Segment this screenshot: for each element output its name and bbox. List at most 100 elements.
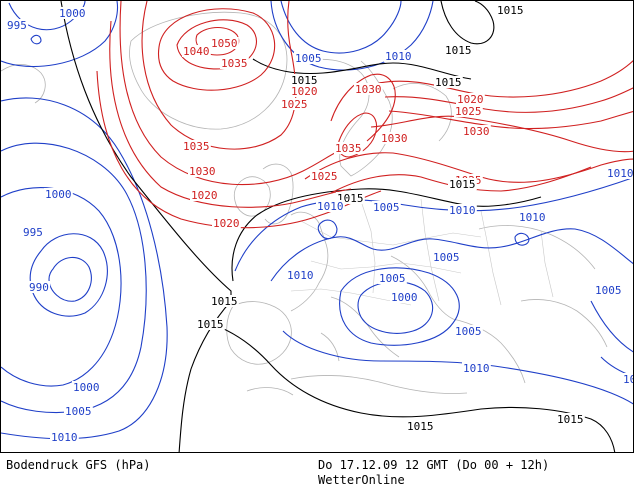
isobar-label-text: 1000 — [391, 291, 418, 304]
isobar-label-text: 1015 — [435, 76, 462, 89]
isobar-label-bg — [406, 420, 435, 432]
isobar-label-bg — [286, 269, 315, 281]
isobar-label-bg — [594, 284, 623, 296]
isobar-label-text: 1015 — [211, 295, 238, 308]
isobar-label-text: 1015 — [557, 413, 584, 426]
isobar-label-text: 1000 — [59, 7, 86, 20]
isobar-label: 1025 — [454, 105, 483, 118]
isobar-label-text: 1035 — [335, 142, 362, 155]
isobar-label-text: 1035 — [221, 57, 248, 70]
isobar-label-text: 1010 — [449, 204, 476, 217]
isobar-label-text: 1010 — [607, 167, 634, 180]
isobar-label-bg — [518, 211, 547, 223]
isobar-label-bg — [448, 204, 477, 216]
isobar-label-bg — [462, 362, 491, 374]
isobar-label: 1015 — [556, 413, 585, 426]
isobar-label: 1035 — [182, 140, 211, 153]
isobar-label-text: 1000 — [45, 188, 72, 201]
isobar-label-bg — [310, 170, 339, 182]
isobars-mid — [60, 1, 616, 452]
isobar-label-text: 1020 — [213, 217, 240, 230]
isobar-label-bg — [196, 318, 225, 330]
isobar-label-bg — [6, 19, 29, 31]
isobar-label: 1000 — [72, 381, 101, 394]
isobar-label-text: 1015 — [445, 44, 472, 57]
isobar-label-text: 1005 — [379, 272, 406, 285]
isobar-label: 1035 — [220, 57, 249, 70]
isobar-label-text: 1015 — [449, 178, 476, 191]
isobar-label: 1015 — [406, 420, 435, 433]
isobar-label: 1020 — [190, 189, 219, 202]
isobar-label-bg — [378, 272, 407, 284]
isobar-label-bg — [316, 200, 345, 212]
isobar-label-text: 1005 — [295, 52, 322, 65]
isobar-label-text: 1025 — [455, 105, 482, 118]
isobar-label-text: 1040 — [183, 45, 210, 58]
isobar-label-bg — [44, 188, 73, 200]
isobar-label: 1010 — [606, 167, 634, 180]
isobar-label: 1050 — [210, 37, 239, 50]
isobar-label: 1015 — [210, 295, 239, 308]
isobar-label: 1030 — [380, 132, 409, 145]
isobar-label-bg — [606, 167, 633, 179]
isobar-label: 1015 — [496, 4, 525, 17]
isobar-label: 1010 — [462, 362, 491, 375]
isobar-label-bg — [432, 251, 461, 263]
isobar-label-bg — [462, 125, 491, 137]
isobar-label-text: 1005 — [65, 405, 92, 418]
isobar-label: 1005 — [372, 201, 401, 214]
isobar-label-bg — [444, 44, 473, 56]
isobar-label-text: 1015 — [291, 74, 318, 87]
isobar-label-bg — [280, 98, 309, 110]
isobar-label-bg — [448, 178, 477, 190]
isobar-label-text: 1010 — [287, 269, 314, 282]
isobar-label-text: 1010 — [317, 200, 344, 213]
isobar-label-text: 1025 — [281, 98, 308, 111]
isobar-label: 1025 — [310, 170, 339, 183]
isobar-label-bg — [210, 295, 239, 307]
isobar-label-text: 1015 — [197, 318, 224, 331]
isobar-label-bg — [64, 405, 93, 417]
isobar-label-text: 995 — [23, 226, 43, 239]
isobar-label-bg — [354, 83, 383, 95]
isobar-label-text: 1030 — [463, 125, 490, 138]
isobar-label: 1005 — [454, 325, 483, 338]
isobar-label-bg — [390, 291, 419, 303]
isobar-label: 1010 — [384, 50, 413, 63]
isobar-label-bg — [58, 7, 87, 19]
isobar-label-bg — [28, 281, 51, 293]
isobar-label: 1015 — [448, 178, 477, 191]
isobar-label-text: 1000 — [73, 381, 100, 394]
isobar-label: 1010 — [448, 204, 477, 217]
isobar-label-bg — [50, 431, 79, 443]
isobar-label-bg — [334, 142, 363, 154]
forecast-time: Do 17.12.09 12 GMT (Do 00 + 12h) — [318, 458, 550, 472]
isobar-label-bg — [380, 132, 409, 144]
isobar-label: 1030 — [462, 125, 491, 138]
isobar-label-bg — [188, 165, 217, 177]
isobar-label-text: 1015 — [497, 4, 524, 17]
isobar-label: 1020 — [290, 85, 319, 98]
isobar-label: 1000 — [390, 291, 419, 304]
isobar-label: 1000 — [58, 7, 87, 20]
isobar-label-text: 1010 — [519, 211, 546, 224]
isobar-label: 1005 — [64, 405, 93, 418]
isobar-label-bg — [72, 381, 101, 393]
isobar-label: 1040 — [182, 45, 211, 58]
isobar-label-text: 1030 — [189, 165, 216, 178]
isobar-label-bg — [22, 226, 45, 238]
isobar-label-bg — [290, 85, 319, 97]
isobar-label: 1010 — [518, 211, 547, 224]
isobar-label-bg — [182, 45, 211, 57]
map-title: Bodendruck GFS (hPa) — [6, 458, 151, 472]
isobar-label: 1020 — [212, 217, 241, 230]
isobar-label: 1015 — [290, 74, 319, 87]
isobar-label: 995 — [22, 226, 45, 239]
isobar-label-text: 1005 — [433, 251, 460, 264]
isobar-label-bg — [454, 105, 483, 117]
isobar-label-bg — [212, 217, 241, 229]
isobar-label-text: 1005 — [373, 201, 400, 214]
pressure-map: 995 1000 1040 1050 1035 1005 1010 1015 1015 1015 1… — [0, 0, 634, 453]
